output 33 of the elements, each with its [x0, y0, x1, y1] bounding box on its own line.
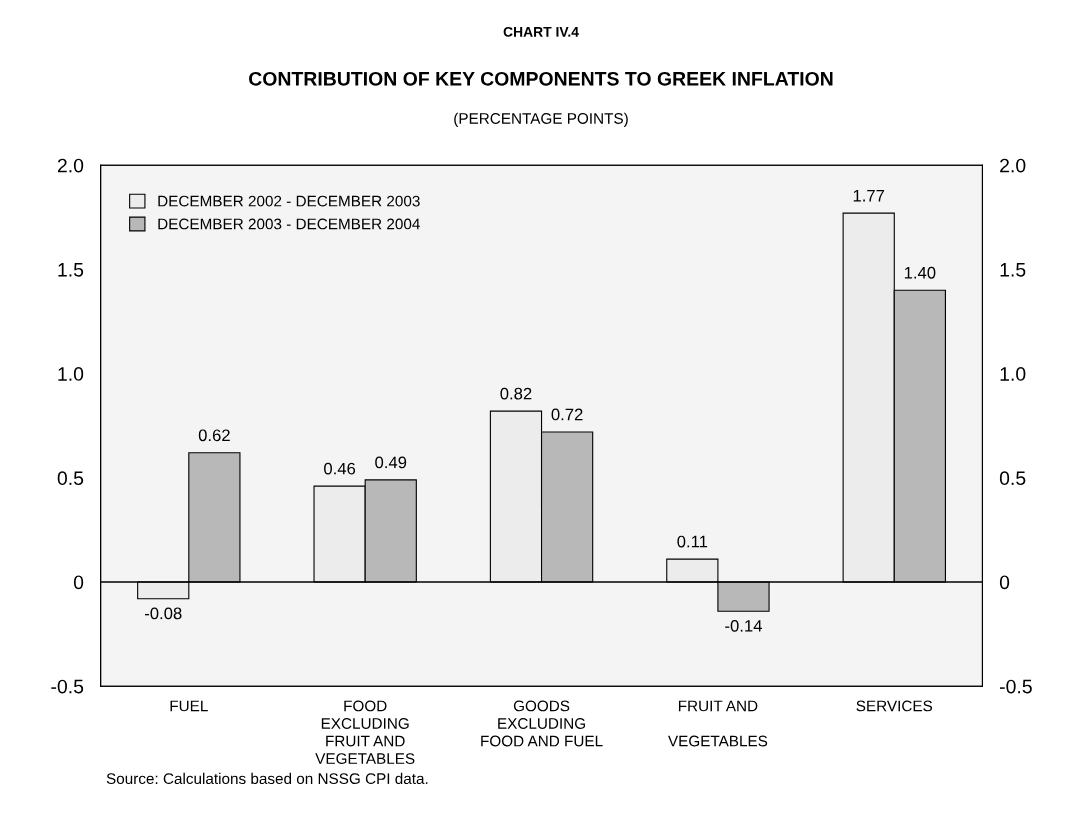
x-tick-label: FUEL: [170, 700, 208, 712]
data-label: 0.11: [677, 535, 708, 548]
category-label: FRUIT AND VEGETABLES: [668, 700, 768, 747]
y-tick-label: 2.0: [57, 158, 84, 173]
data-label: 0.72: [551, 408, 583, 421]
y-tick-label: 0.5: [57, 471, 84, 486]
data-label: 1.77: [853, 189, 885, 202]
x-tick-label: FOOD EXCLUDING FRUIT AND VEGETABLES: [315, 700, 415, 764]
y2-tick-label: 2.0: [1000, 158, 1026, 173]
data-label: 0.62: [198, 429, 230, 442]
text: CHART IV.4: [503, 26, 579, 37]
data-label: 0.82: [500, 387, 532, 400]
data-label: 0.46: [324, 462, 356, 475]
y-tick-label: -0.5: [51, 679, 84, 694]
data-label: 0.49: [375, 456, 407, 469]
x-tick-label: GOODS EXCLUDING FOOD AND FUEL: [481, 700, 603, 747]
y-tick-label: 0: [73, 575, 84, 590]
data-label: 1.40: [904, 266, 936, 279]
y-tick-label: 1.5: [58, 263, 84, 277]
y2-tick-label: 0.5: [999, 471, 1026, 486]
chart-subtitle: (PERCENTAGE POINTS): [454, 112, 628, 127]
y2-tick-label: -0.5: [999, 679, 1032, 694]
chart-title: CONTRIBUTION OF KEY COMPONENTS TO GREEK INFLATION: [249, 71, 833, 86]
data-label: -0.08: [144, 607, 182, 620]
y2-tick-label: 0: [999, 575, 1010, 590]
source-note: Source: Calculations based on NSSG CPI data.: [106, 772, 428, 785]
y-tick-label: 1.0: [58, 367, 84, 381]
legend-label: DECEMBER 2003 - DECEMBER 2004: [158, 218, 420, 230]
y2-tick-label: 1.5: [1000, 263, 1026, 277]
y2-tick-label: 1.0: [1000, 367, 1026, 381]
legend-label: DECEMBER 2002 - DECEMBER 2003: [158, 195, 420, 207]
data-label: -0.14: [725, 619, 762, 632]
x-tick-label: SERVICES: [856, 700, 933, 712]
